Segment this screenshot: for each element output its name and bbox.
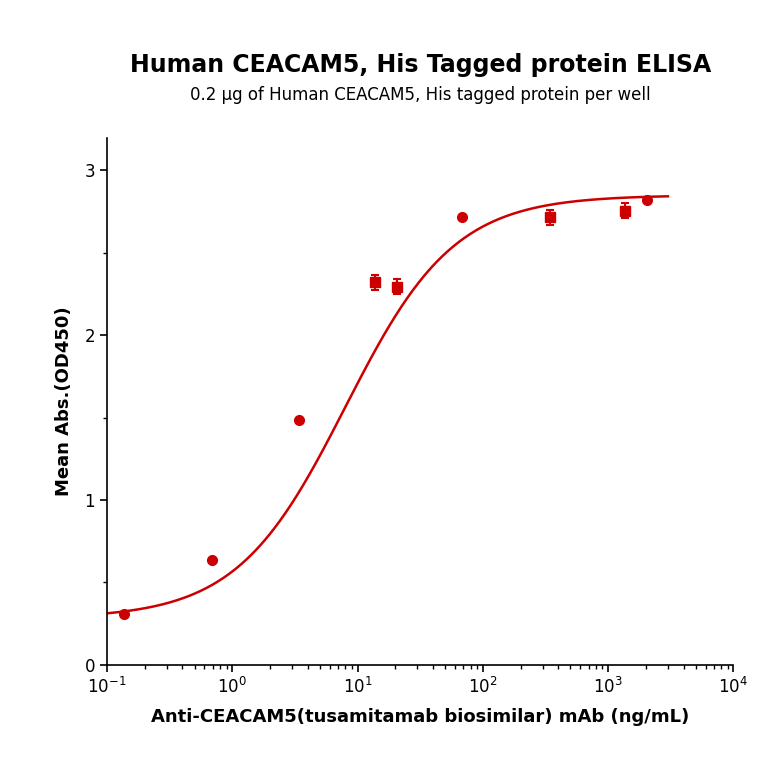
Y-axis label: Mean Abs.(OD450): Mean Abs.(OD450) [56, 306, 73, 496]
X-axis label: Anti-CEACAM5(tusamitamab biosimilar) mAb (ng/mL): Anti-CEACAM5(tusamitamab biosimilar) mAb… [151, 707, 689, 726]
Text: 0.2 μg of Human CEACAM5, His tagged protein per well: 0.2 μg of Human CEACAM5, His tagged prot… [190, 86, 650, 105]
Title: Human CEACAM5, His Tagged protein ELISA
0.2 μg of Human CEACAM5, His tagged prot: Human CEACAM5, His Tagged protein ELISA … [0, 763, 1, 764]
Text: Human CEACAM5, His Tagged protein ELISA: Human CEACAM5, His Tagged protein ELISA [130, 53, 711, 77]
